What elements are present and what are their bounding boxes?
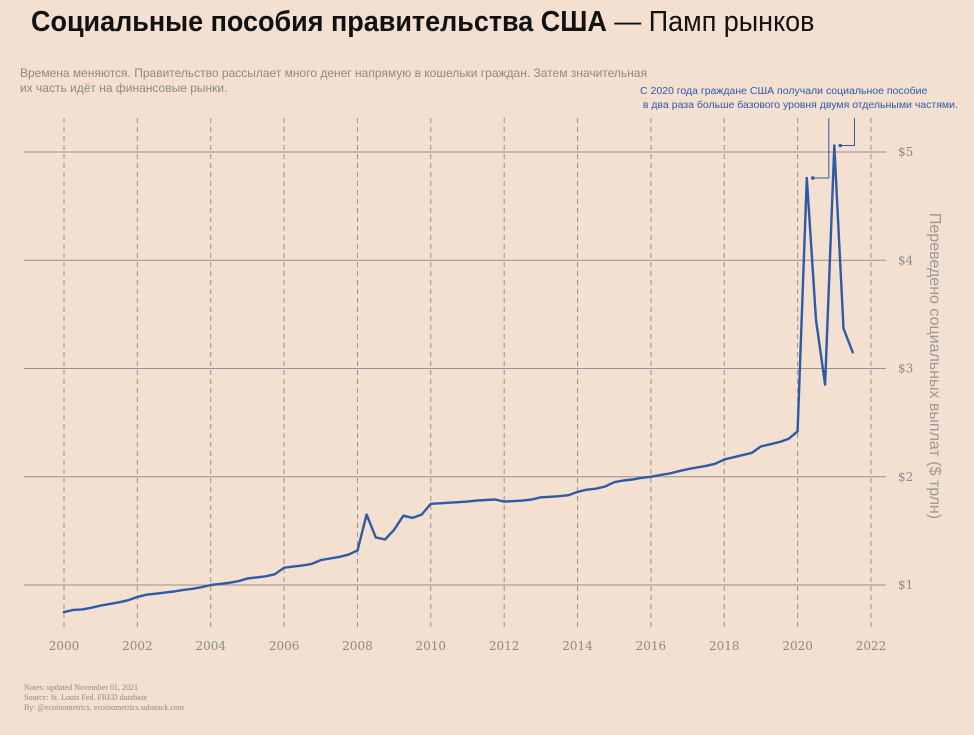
callout-line-first-payment <box>812 118 830 179</box>
y-tick-labels: $1 $2 $3 $4 $5 <box>898 145 914 592</box>
footer-source: Source: St. Louis Fed. FRED database <box>24 693 148 702</box>
y-axis-label: Переведено социальных выплат ($ трлн) <box>926 213 943 519</box>
horizontal-gridlines <box>24 151 886 586</box>
series-line-0 <box>62 144 854 614</box>
x-tick-label-2006: 2006 <box>269 639 300 653</box>
x-tick-label-2016: 2016 <box>636 639 667 653</box>
x-tick-label-2020: 2020 <box>782 639 813 653</box>
title-bold: Социальные пособия правительства США <box>31 6 607 38</box>
vertical-gridlines <box>63 118 872 630</box>
x-tick-label-2014: 2014 <box>562 639 593 653</box>
y-tick-label-1: $1 <box>898 578 913 592</box>
chart-annotation: С 2020 года граждане США получали социал… <box>640 85 958 111</box>
x-tick-labels: 2000 2002 2004 2006 2008 2010 2012 2014 2016 2018… <box>49 639 887 653</box>
callout-dot-second-payment <box>838 143 843 148</box>
y-tick-label-5: $5 <box>898 145 913 159</box>
y-tick-label-3: $3 <box>898 362 913 376</box>
callout-line-second-payment <box>840 118 855 147</box>
x-tick-label-2008: 2008 <box>342 639 373 653</box>
title-rest: — Памп рынков <box>606 6 815 38</box>
footer-byline: By: @ecoinometrics, ecoinometrics.substa… <box>24 703 184 712</box>
x-tick-label-2018: 2018 <box>709 639 740 653</box>
annotation-callouts <box>811 118 855 180</box>
x-tick-label-2012: 2012 <box>489 639 520 653</box>
callout-dot-first-payment <box>811 176 815 180</box>
page-title: Социальные пособия правительства США — П… <box>31 6 815 39</box>
x-tick-label-2010: 2010 <box>416 639 447 653</box>
x-tick-label-2022: 2022 <box>856 639 887 653</box>
series-layer <box>62 144 854 614</box>
chart-footer: Notes: updated November 01, 2021 Source:… <box>24 683 184 713</box>
subtitle: Времена меняются. Правительство рассылае… <box>20 66 647 95</box>
y-tick-label-4: $4 <box>898 253 914 267</box>
y-tick-label-2: $2 <box>898 470 913 484</box>
x-tick-label-2002: 2002 <box>122 639 153 653</box>
x-tick-label-2000: 2000 <box>49 639 80 653</box>
x-tick-label-2004: 2004 <box>195 639 226 653</box>
footer-notes: Notes: updated November 01, 2021 <box>24 683 138 692</box>
